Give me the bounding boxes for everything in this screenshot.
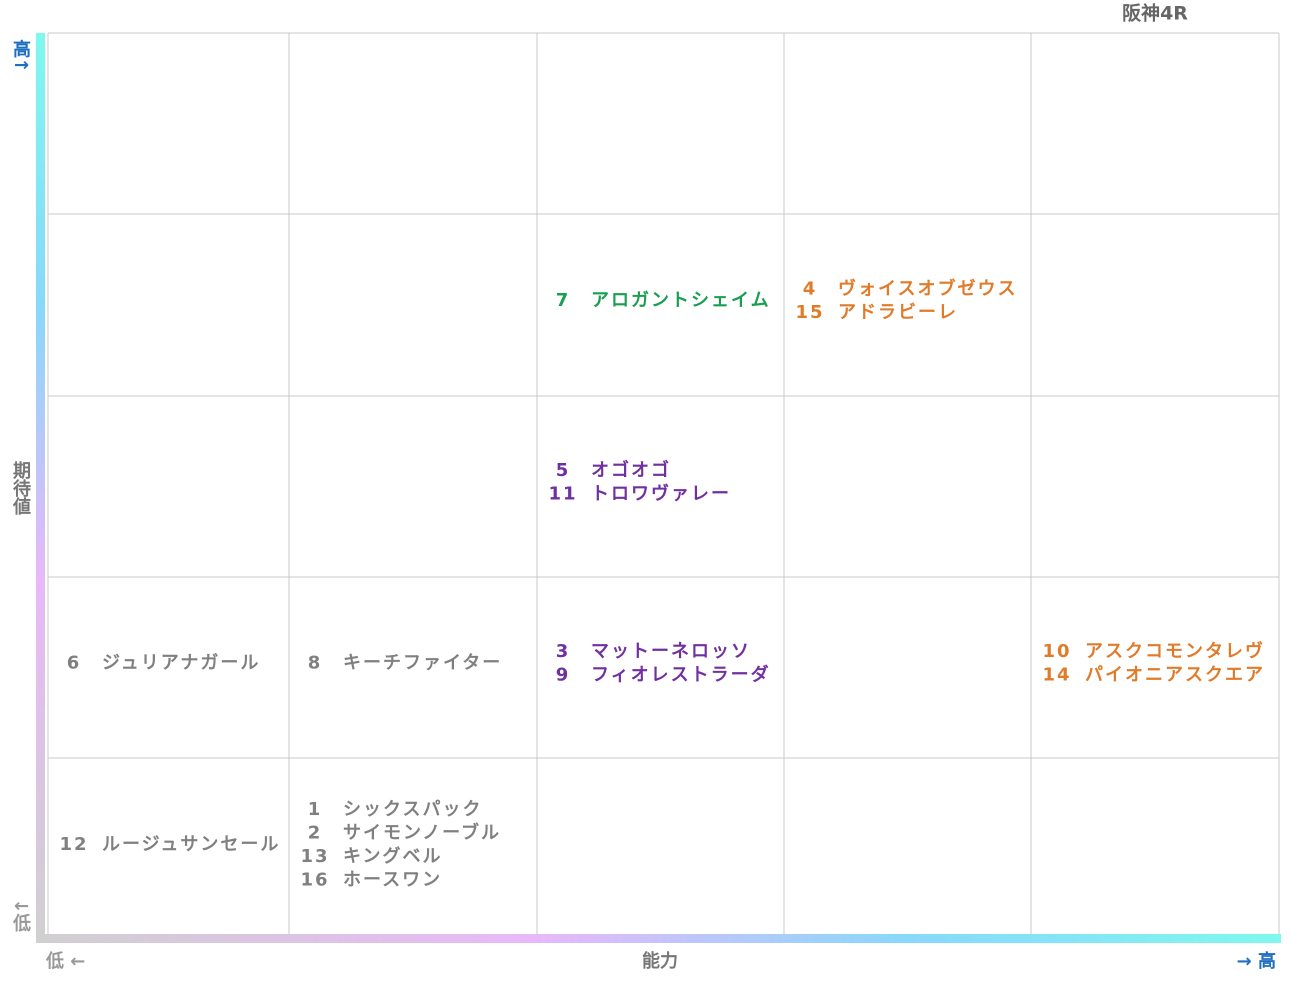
entry-number: 4 — [803, 278, 818, 299]
entry-number: 2 — [308, 822, 323, 843]
entry-name: アドラビーレ — [838, 302, 958, 323]
entry-number: 5 — [556, 460, 571, 481]
entry-name: サイモンノーブル — [343, 821, 501, 843]
entry-name: シックスパック — [343, 799, 482, 820]
title: 阪神4R — [1122, 2, 1188, 25]
entry-number: 8 — [308, 653, 323, 674]
entry-name: アロガントシェイム — [591, 290, 771, 311]
entry-number: 11 — [548, 483, 577, 504]
entry-name: ジュリアナガール — [102, 653, 260, 674]
y-low: ↓低 — [10, 898, 32, 932]
entry-name: ルージュサンセール — [102, 834, 280, 855]
entry-name: ホースワン — [343, 869, 442, 890]
entry-name: フィオレストラーダ — [591, 663, 771, 685]
entry-number: 9 — [556, 664, 571, 685]
entry-number: 7 — [556, 290, 571, 311]
entry-number: 13 — [300, 846, 329, 867]
entry-name: キーチファイター — [343, 653, 502, 674]
entry-name: キングベル — [343, 845, 442, 867]
entry-number: 10 — [1042, 641, 1071, 662]
entry-number: 6 — [67, 653, 82, 674]
entry-number: 12 — [59, 834, 88, 855]
x-low: 低 ← — [45, 950, 85, 972]
entry-number: 1 — [308, 799, 323, 820]
entry-number: 3 — [556, 641, 571, 662]
y-high: 高↑ — [10, 38, 31, 72]
entry-name: オゴオゴ — [591, 459, 671, 481]
entry-number: 14 — [1042, 664, 1071, 685]
entry-name: パイオニアスクエア — [1085, 664, 1265, 685]
entry-name: トロワヴァレー — [591, 482, 731, 504]
x-high: → 高 — [1237, 950, 1276, 972]
y-axis-bar — [36, 33, 45, 941]
x-axis-bar — [36, 934, 1281, 943]
entry-number: 15 — [795, 302, 824, 323]
entry-name: マットーネロッソ — [591, 641, 751, 662]
entry-number: 16 — [300, 869, 329, 890]
x-label: 能力 — [642, 950, 678, 972]
y-label: 期待値 — [10, 461, 32, 516]
entry-name: アスクコモンタレヴ — [1085, 640, 1265, 662]
entry-name: ヴォイスオブゼウス — [838, 277, 1017, 299]
